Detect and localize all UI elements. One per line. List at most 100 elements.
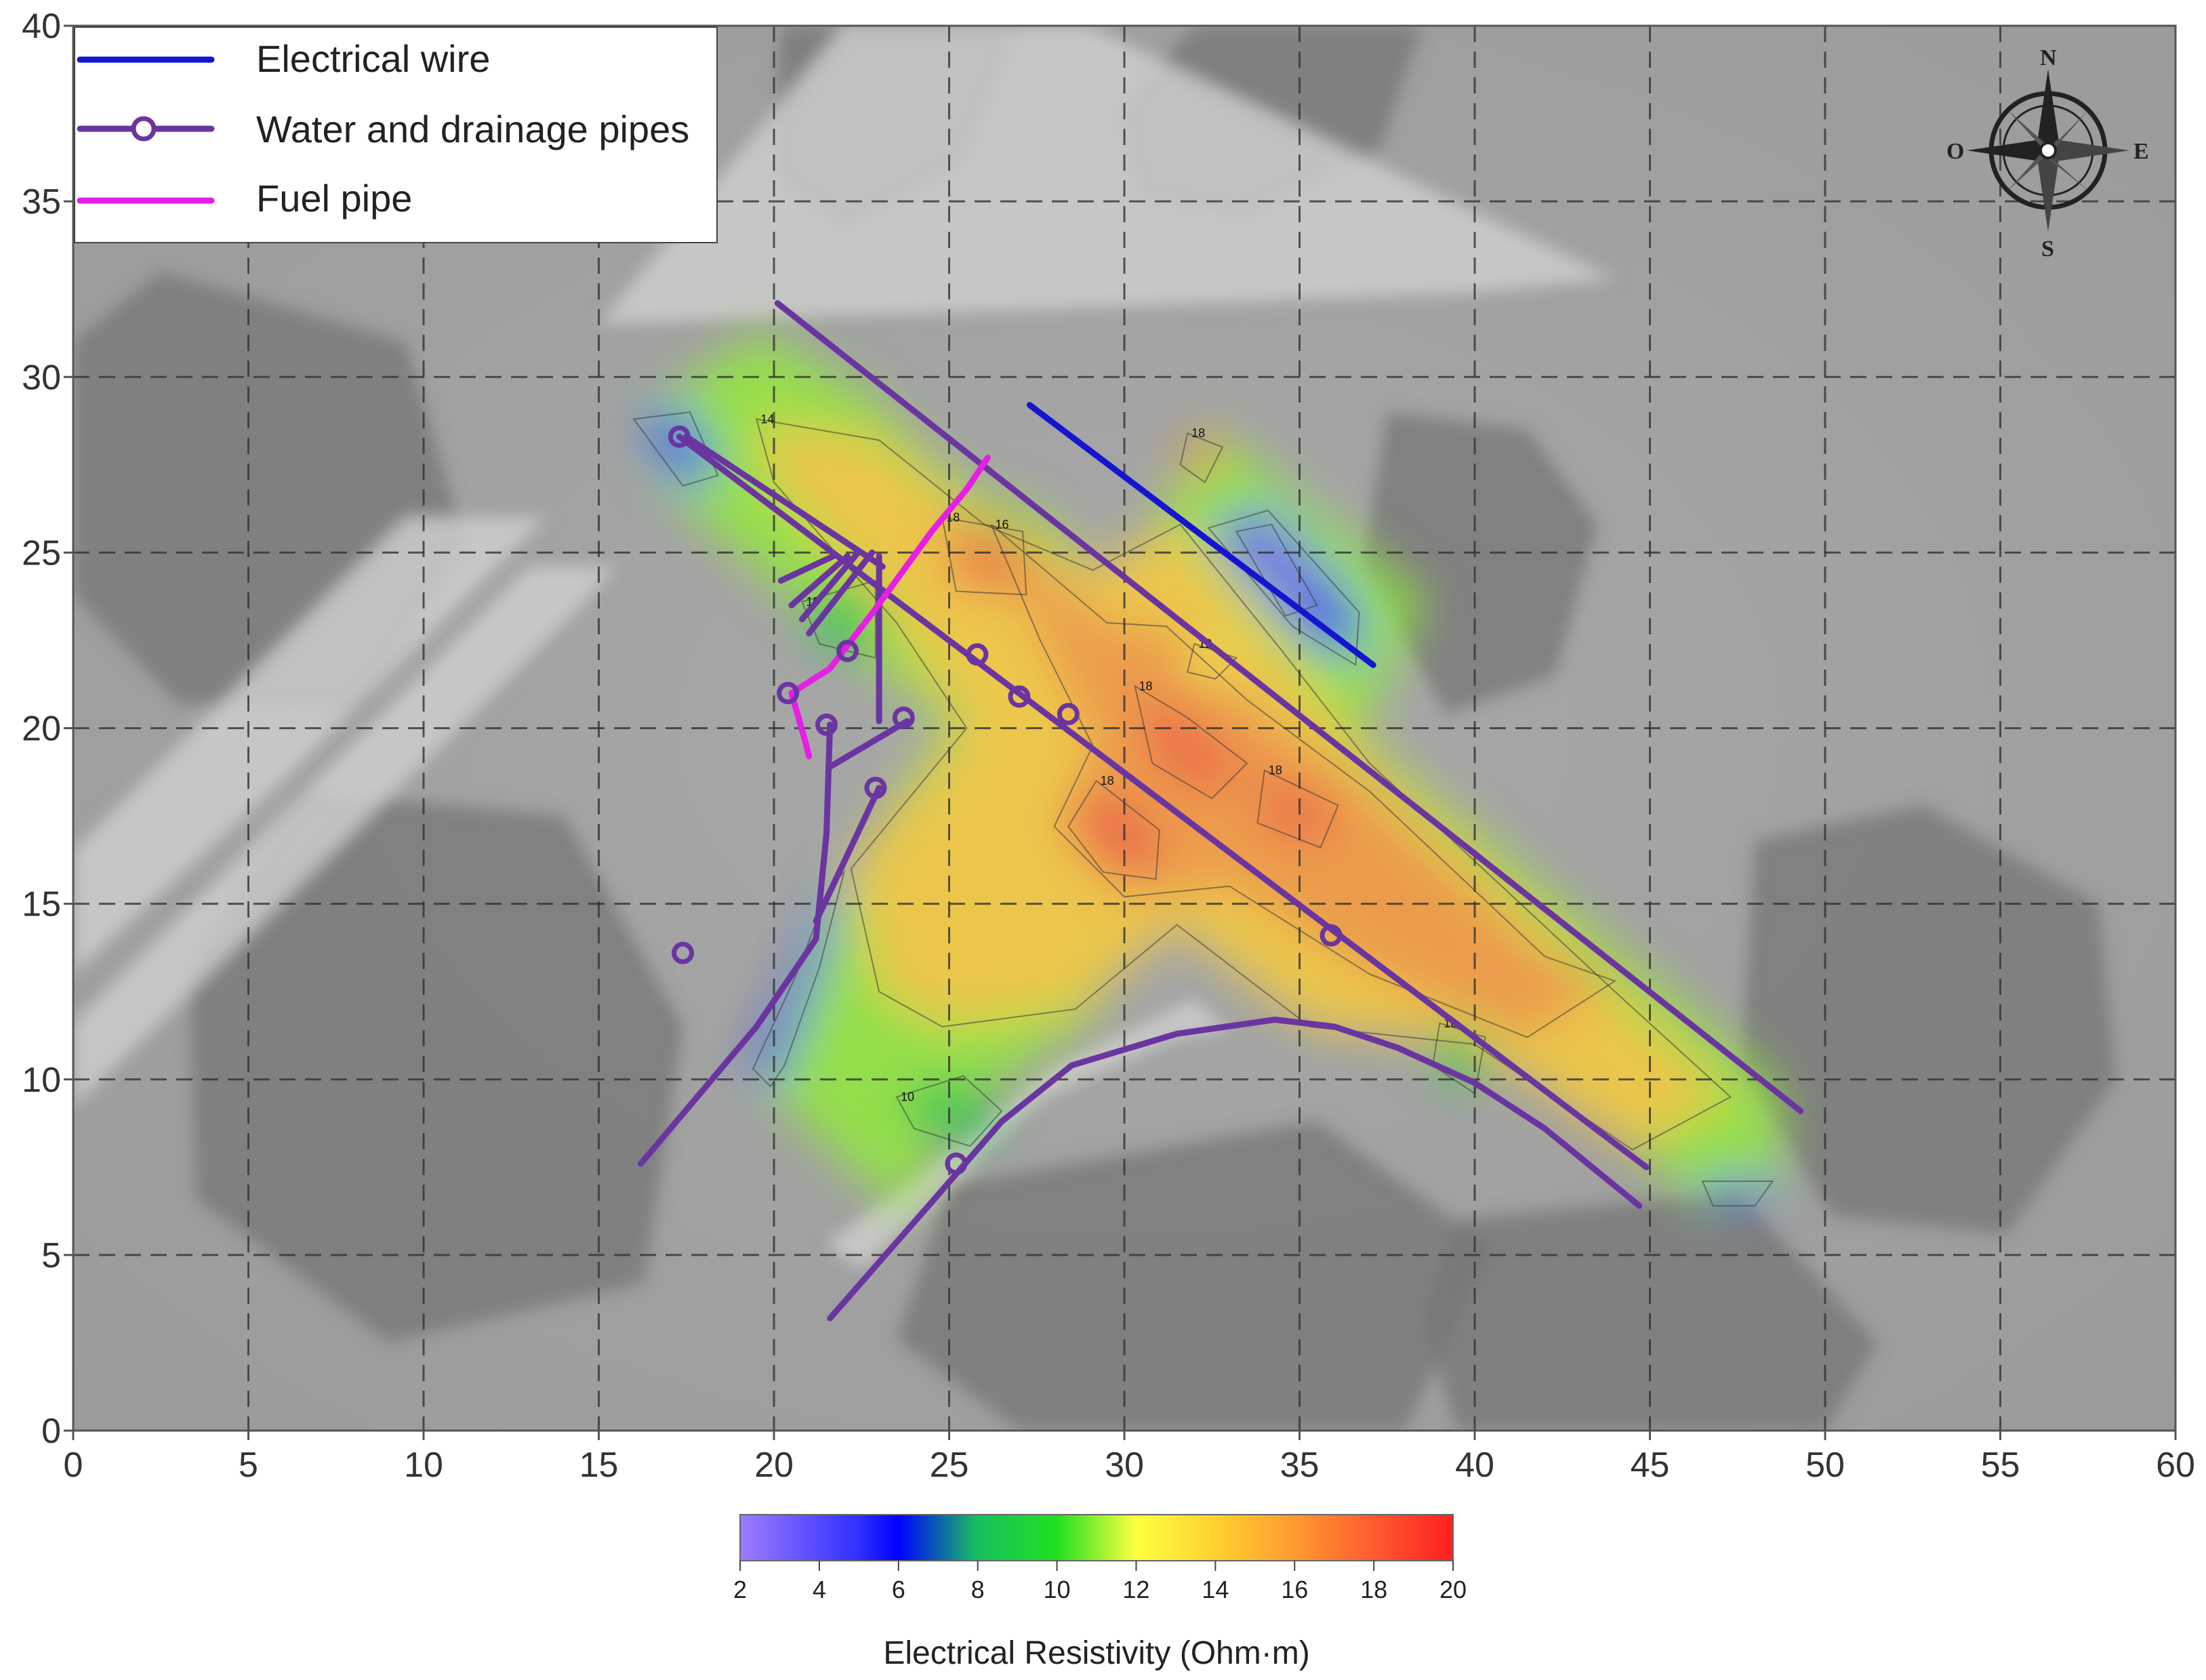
x-tick-label: 50 — [1805, 1446, 1845, 1485]
resistivity-zone-4 — [1135, 686, 1247, 799]
y-tick-label: 30 — [22, 358, 61, 397]
y-tick-label: 40 — [22, 7, 61, 46]
compass-west-point-icon — [1967, 140, 2048, 161]
y-tick-label: 35 — [22, 182, 61, 222]
pipe-marker-10 — [945, 1152, 968, 1175]
colorbar-gradient — [739, 1514, 1454, 1561]
contour-label-4: 18 — [1269, 764, 1282, 777]
legend-label-electrical-wire: Electrical wire — [256, 37, 490, 80]
colorbar-tick-label: 20 — [1439, 1576, 1467, 1603]
compass-north-label: N — [2040, 45, 2057, 70]
legend: Electrical wire Water and drainage pipes… — [74, 26, 718, 243]
x-tick-label: 30 — [1105, 1446, 1144, 1485]
contour-label-6: 18 — [1191, 426, 1205, 440]
contour-line-3 — [1134, 684, 1248, 800]
aerial-photo-features — [73, 26, 2117, 1431]
pipe-marker-9 — [672, 941, 695, 964]
background-road-11 — [826, 998, 1230, 1269]
water-pipe-4 — [788, 553, 851, 609]
legend-item-fuel-pipe: Fuel pipe — [77, 177, 412, 220]
compass-south-label: S — [2041, 237, 2054, 262]
contour-label-2: 18 — [1101, 774, 1114, 787]
colorbar-ticks: 2 4 6 8 10 12 14 16 18 20 — [733, 1561, 1467, 1603]
resistivity-zone-13 — [1702, 1181, 1773, 1206]
water-pipe-9 — [827, 718, 910, 770]
resistivity-zone-7 — [1180, 433, 1223, 483]
resistivity-zone-3 — [1068, 781, 1160, 880]
pipe-marker-8 — [864, 777, 887, 800]
x-tick-label: 45 — [1631, 1446, 1670, 1485]
x-tick-label: 35 — [1280, 1446, 1320, 1485]
background-tree-0 — [1362, 412, 1597, 714]
x-tick-label: 25 — [930, 1446, 969, 1485]
contour-line-4 — [1257, 769, 1339, 848]
resistivity-zone-10 — [634, 412, 718, 486]
compass-south-point-icon — [2037, 150, 2059, 232]
contour-line-7 — [1207, 510, 1360, 666]
colorbar-tick-label: 10 — [1044, 1576, 1071, 1603]
pipe-marker-3 — [1008, 685, 1031, 708]
compass-center-icon — [2039, 142, 2057, 159]
water-pipe-0 — [774, 300, 1804, 1114]
resistivity-zone-9 — [1236, 524, 1318, 616]
background-road-9 — [598, 26, 1615, 325]
compass-west-label: O — [1946, 139, 1964, 164]
fuel-pipe — [788, 454, 991, 760]
y-tick-label: 20 — [22, 710, 61, 749]
background-road-8 — [73, 567, 617, 1108]
x-axis: 0 5 10 15 20 25 30 35 40 45 50 55 60 — [64, 1431, 2195, 1485]
utility-lines — [638, 300, 1804, 1322]
electrical-wire — [1026, 402, 1376, 668]
water-pipe-6 — [806, 549, 876, 637]
water-pipe-10 — [813, 785, 882, 924]
y-tick-label: 15 — [22, 885, 61, 924]
background-road-10 — [73, 517, 546, 975]
resistivity-heatmap — [634, 331, 1780, 1216]
background-tree-1 — [1740, 805, 2117, 1234]
compass-north-point-icon — [2037, 69, 2059, 150]
contour-label-0: 14 — [760, 412, 774, 426]
contour-line-9 — [632, 411, 719, 487]
water-pipe-8 — [638, 721, 834, 1167]
resistivity-zone-16 — [1187, 644, 1237, 679]
pipe-marker-0 — [668, 425, 691, 448]
contour-line-5 — [941, 516, 1027, 596]
contour-label-11: 10 — [901, 1090, 914, 1104]
x-tick-label: 5 — [239, 1446, 258, 1485]
x-tick-label: 15 — [579, 1446, 619, 1485]
colorbar-title: Electrical Resistivity (Ohm·m) — [883, 1635, 1309, 1671]
legend-item-water-pipes: Water and drainage pipes — [77, 108, 689, 150]
colorbar-tick-label: 2 — [733, 1576, 747, 1603]
legend-marker-water-pipes — [131, 116, 157, 142]
y-tick-label: 0 — [41, 1412, 61, 1451]
y-tick-label: 5 — [41, 1236, 61, 1275]
water-pipe-2 — [683, 433, 886, 570]
y-tick-label: 10 — [22, 1061, 61, 1100]
x-tick-label: 60 — [2156, 1446, 2195, 1485]
legend-item-electrical-wire: Electrical wire — [77, 37, 490, 80]
pipe-marker-11 — [1320, 924, 1343, 947]
x-tick-label: 40 — [1455, 1446, 1494, 1485]
x-tick-label: 20 — [754, 1446, 794, 1485]
resistivity-zone-5 — [1257, 770, 1339, 848]
contour-label-3: 18 — [1139, 679, 1153, 693]
colorbar-tick-label: 18 — [1360, 1576, 1387, 1603]
x-tick-label: 0 — [64, 1446, 83, 1485]
water-pipe-11 — [827, 1017, 1643, 1322]
pipe-marker-7 — [892, 706, 915, 729]
resistivity-zone-11 — [753, 872, 844, 1087]
x-tick-label: 55 — [1981, 1446, 2020, 1485]
colorbar-tick-label: 6 — [892, 1576, 905, 1603]
y-axis: 0 5 10 15 20 25 30 35 40 — [22, 7, 73, 1451]
colorbar-tick-label: 12 — [1122, 1576, 1149, 1603]
water-pipe-3 — [777, 553, 837, 584]
compass-east-point-icon — [2048, 140, 2129, 161]
colorbar-tick-label: 14 — [1202, 1576, 1229, 1603]
pipe-marker-4 — [1057, 703, 1080, 726]
x-tick-label: 10 — [404, 1446, 443, 1485]
colorbar-tick-label: 4 — [813, 1576, 826, 1603]
contour-line-6 — [1179, 432, 1224, 484]
background-tree-6 — [1422, 1191, 1878, 1431]
